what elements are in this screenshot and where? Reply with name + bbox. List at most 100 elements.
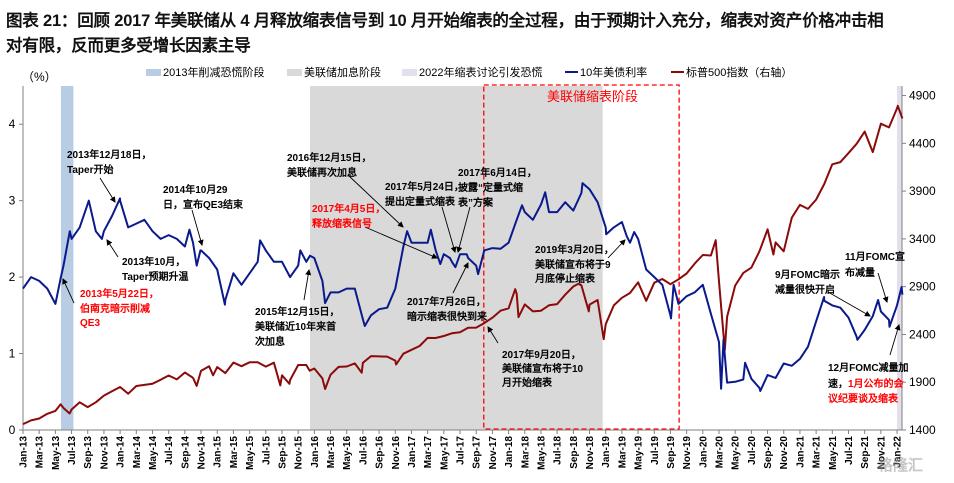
x-axis-tick-label: Mar-17 (423, 436, 434, 469)
annotation-line: 美联储近10年来首 (255, 322, 337, 333)
legend-swatch-lavender-area (402, 68, 417, 76)
arrow-qe3-end (191, 209, 204, 246)
left-axis-unit-label: （%） (22, 70, 57, 84)
x-axis-tick-label: Jan-18 (504, 436, 515, 468)
annotation-hike-2015: 2015年12月15日， 美联储近10年来首 次加息 (255, 305, 340, 350)
x-axis-tick-label: Jul-14 (164, 436, 175, 465)
x-axis-tick-label: Nov-19 (682, 436, 693, 470)
x-axis-tick-label: Sep-16 (375, 436, 386, 469)
chart-title-line-2: 对有限，反而更多受增长因素主导 (6, 37, 251, 55)
legend-swatch-blue-area (146, 68, 161, 76)
legend-item-2022-panic: 2022年缩表讨论引发恐慌 (402, 64, 542, 80)
legend-label: 标普500指数（右轴） (686, 67, 793, 79)
arrow-signal-2017 (364, 226, 438, 259)
x-axis-tick-label: Jul-20 (747, 436, 758, 465)
qt-phase-dashed-box (483, 84, 680, 430)
annotation-qe3-end: 2014年10月29 日，宣布QE3结束 (163, 183, 243, 213)
x-axis-tick-label: Jan-14 (116, 436, 127, 468)
annotation-nov-fomc: 11月FOMC宣 布减量 (845, 250, 905, 282)
annotation-line: 美联储宣布将于10 (502, 364, 584, 375)
x-axis-tick-label: Sep-15 (277, 436, 288, 469)
annotation-dec-fomc: 12月FOMC减量加 速，1月公布的会 议纪要谈及缩表 (828, 361, 909, 408)
arrow-hike-2016 (347, 174, 404, 228)
right-axis-tick-label: 2900 (909, 280, 936, 294)
annotation-line: 2017年7月26日， (407, 297, 486, 308)
x-axis-tick-label: May-13 (51, 436, 62, 470)
annotation-text-red: 1月公布的会 (848, 378, 904, 390)
annotation-sep-fomc: 9月FOMC暗示 减量很快开启 (775, 268, 840, 298)
x-axis-tick-label: Jan-13 (19, 436, 30, 468)
legend-item-sp500: 标普500指数（右轴） (671, 64, 792, 80)
arrow-sep-2017 (487, 326, 499, 344)
annotation-line: 美联储宣布将于9 (535, 259, 611, 271)
arrow-sep-fomc (827, 291, 871, 317)
annotation-taper-start: 2013年12月18日， Taper开始 (67, 148, 152, 178)
right-axis-tick-label: 4900 (909, 89, 936, 103)
legend-line-maroon (671, 71, 684, 73)
chart-series (22, 104, 904, 426)
annotation-line: 议纪要谈及缩表 (828, 394, 898, 405)
x-axis-tick-label: Mar-19 (617, 436, 628, 469)
annotation-line: Taper预期升温 (122, 272, 189, 283)
annotation-line: 2013年12月18日， (67, 150, 152, 161)
shaded-period (897, 86, 902, 430)
left-axis-tick-label: 3 (9, 194, 16, 208)
annotation-line: 伯南克暗示削减 (80, 303, 150, 315)
x-axis-tick-label: Jul-21 (844, 436, 855, 465)
annotation-text-black: 速， (828, 378, 848, 390)
annotation-line: 表”方案 (458, 198, 493, 209)
x-axis-tick-label: Jul-19 (650, 436, 661, 465)
legend-label: 美联储加息阶段 (304, 67, 381, 79)
x-axis-tick-label: Nov-14 (197, 436, 208, 470)
x-axis-tick-label: Mar-20 (714, 436, 725, 469)
annotation-line: 2019年3月20日， (535, 245, 614, 256)
annotation-jul-2017: 2017年7月26日， 暗示缩表很快到来 (407, 295, 487, 325)
shaded-period (60, 86, 74, 430)
chart-title-line-1: 图表 21：回顾 2017 年美联储从 4 月释放缩表信号到 10 月开始缩表的… (6, 12, 884, 30)
x-axis-tick-label: Jan-21 (795, 436, 806, 468)
annotation-line: 2017年9月20日， (502, 350, 581, 361)
x-axis-tick-label: Jan-19 (601, 436, 612, 468)
x-axis-tick-label: May-19 (634, 436, 645, 470)
x-axis-tick-label: May-16 (342, 436, 353, 470)
annotation-line: 2017年6月14日， (458, 168, 537, 179)
x-axis-tick-label: May-21 (828, 436, 839, 470)
legend-label: 10年美债利率 (580, 67, 648, 79)
left-axis-tick-label: 4 (9, 117, 16, 131)
qt-phase-label: 美联储缩表阶段 (547, 89, 639, 104)
x-axis-tick-label: Sep-19 (666, 436, 677, 469)
x-axis-tick-label: Jul-17 (456, 436, 467, 465)
x-axis-tick-label: May-18 (536, 436, 547, 470)
x-axis-tick-label: Jul-15 (261, 436, 272, 465)
x-axis-tick-label: May-20 (731, 436, 742, 470)
annotation-line: 速，1月公布的会 (828, 377, 909, 393)
annotation-bernanke: 2013年5月22日， 伯南克暗示削减 QE3 (80, 288, 159, 332)
annotation-line: 2013年10月， (122, 257, 186, 268)
x-axis-tick-label: May-17 (439, 436, 450, 470)
annotation-line: 减量很快开启 (775, 285, 835, 296)
right-axis-tick-label: 1900 (909, 375, 936, 389)
series-10y-yield-line (22, 182, 904, 392)
legend-item-10y-yield: 10年美债利率 (565, 64, 647, 80)
x-axis-tick-label: May-14 (148, 436, 159, 470)
legend-label: 2013年削减恐慌阶段 (163, 67, 265, 79)
shaded-periods (60, 86, 902, 430)
arrow-bernanke (62, 278, 75, 304)
annotation-arrows (62, 174, 901, 356)
x-axis-tick-label: Nov-20 (779, 436, 790, 470)
annotation-taper-expect: 2013年10月， Taper预期升温 (122, 255, 189, 285)
x-axis-tick-label: Sep-14 (180, 436, 191, 469)
x-axis-tick-label: Nov-13 (99, 436, 110, 470)
x-axis-tick-label: Jan-20 (698, 436, 709, 468)
annotation-hike-2016: 2016年12月15日， 美联储再次加息 (287, 151, 372, 181)
right-axis-tick-label: 4400 (909, 136, 936, 150)
annotation-line: Taper开始 (67, 165, 114, 176)
x-axis-tick-label: Jul-13 (67, 436, 78, 465)
right-axis-tick-label: 3900 (909, 184, 936, 198)
x-axis-tick-label: Mar-16 (326, 436, 337, 469)
x-axis-tick-label: Sep-18 (569, 436, 580, 469)
annotation-line: 9月FOMC暗示 (775, 270, 840, 281)
annotation-line: 提出定量式缩表 (385, 197, 455, 208)
arrow-jun-2017 (456, 206, 471, 253)
